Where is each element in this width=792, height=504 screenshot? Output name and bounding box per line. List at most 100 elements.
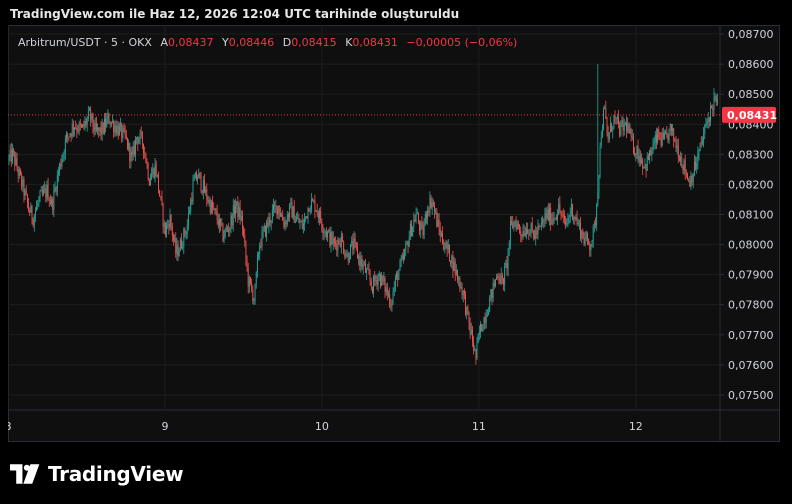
candle-body: [392, 291, 394, 303]
candle-body: [469, 322, 471, 334]
candle-body: [51, 199, 52, 204]
candle-body: [220, 218, 222, 225]
candle-body: [251, 283, 253, 290]
candle-body: [16, 158, 18, 169]
candle-body: [557, 214, 558, 219]
candle-body: [31, 205, 33, 220]
candle-body: [690, 175, 692, 187]
candle-body: [339, 243, 341, 247]
candle-body: [652, 145, 654, 153]
candle-body: [193, 178, 195, 181]
candle-body: [10, 149, 12, 162]
candle-body: [613, 115, 615, 128]
candle-body: [573, 217, 575, 220]
candle-body: [506, 263, 508, 270]
candle-body: [550, 207, 552, 225]
x-axis: 8 9 10 11 12: [8, 420, 643, 433]
candle-body: [342, 236, 343, 242]
candle-body: [682, 165, 684, 171]
y-tick-label: 0,07700: [728, 329, 774, 342]
y-tick-label: 0,08200: [728, 178, 774, 191]
candle-body: [521, 235, 523, 238]
candle-body: [137, 137, 139, 144]
y-tick-label: 0,07900: [728, 269, 774, 282]
candle-body: [601, 128, 603, 138]
candle-body: [475, 349, 477, 359]
candle-body: [47, 184, 49, 201]
candle-body: [331, 232, 333, 245]
candle-body: [252, 289, 254, 301]
candle-body: [199, 172, 201, 175]
candle-body: [328, 230, 330, 232]
candle-body: [453, 261, 455, 272]
candle-body: [169, 215, 171, 228]
candle-body: [82, 124, 84, 127]
candle-body: [405, 244, 407, 252]
candle-body: [661, 132, 663, 146]
candle-body: [547, 209, 549, 221]
candle-body: [144, 152, 146, 154]
candle-body: [582, 230, 584, 238]
candle-body: [243, 228, 245, 236]
candle-body: [332, 238, 334, 245]
candle-body: [697, 153, 699, 164]
candle-body: [118, 125, 120, 136]
candle-body: [685, 173, 687, 175]
candle-body: [245, 241, 247, 259]
candle-body: [265, 225, 266, 237]
candle-body: [22, 179, 24, 187]
candle-body: [553, 217, 555, 221]
candle-body: [112, 121, 113, 123]
candle-body: [237, 201, 239, 218]
candle-body: [201, 190, 203, 193]
candle-body: [542, 220, 544, 223]
legend-open-label: A: [160, 36, 168, 49]
candle-body: [268, 217, 270, 227]
candle-body: [522, 231, 524, 238]
tradingview-footer-logo[interactable]: TradingView: [10, 460, 184, 488]
candle-body: [314, 200, 316, 212]
candle-body: [567, 217, 569, 223]
candle-body: [174, 238, 176, 240]
candle-body: [693, 161, 695, 176]
candle-body: [388, 294, 389, 296]
candle-body: [190, 199, 192, 212]
candlestick-chart[interactable]: 0,07500 0,07600 0,07700 0,07800 0,07900 0,080…: [8, 25, 780, 442]
candle-body: [679, 157, 680, 162]
candle-body: [163, 222, 165, 227]
candle-body: [269, 217, 271, 224]
candle-body: [695, 161, 696, 170]
candle-body: [472, 329, 473, 342]
candle-body: [618, 116, 619, 124]
candle-body: [612, 127, 614, 132]
candle-body: [52, 199, 54, 210]
candle-body: [626, 122, 627, 131]
candle-body: [365, 263, 366, 273]
candle-body: [210, 201, 212, 213]
candle-body: [411, 223, 412, 236]
candles: [8, 64, 718, 365]
candle-body: [419, 222, 420, 231]
candle-body: [84, 120, 86, 127]
candle-body: [361, 258, 363, 268]
candle-body: [217, 220, 219, 227]
candle-body: [414, 219, 416, 222]
candle-body: [595, 222, 596, 226]
candle-body: [623, 123, 625, 131]
y-tick-label: 0,07800: [728, 299, 774, 312]
y-tick-label: 0,07500: [728, 389, 774, 402]
candle-body: [128, 143, 130, 150]
y-axis: 0,07500 0,07600 0,07700 0,07800 0,07900 0,080…: [720, 28, 774, 402]
candle-body: [105, 119, 107, 127]
candle-body: [291, 201, 293, 218]
candle-body: [81, 125, 82, 127]
candle-body: [294, 220, 296, 223]
candle-body: [242, 215, 243, 229]
candle-body: [219, 218, 220, 227]
candle-body: [302, 224, 304, 229]
candle-body: [60, 163, 62, 167]
candle-body: [12, 149, 13, 162]
candle-body: [509, 221, 511, 243]
candle-body: [631, 136, 633, 138]
candle-body: [24, 190, 26, 196]
